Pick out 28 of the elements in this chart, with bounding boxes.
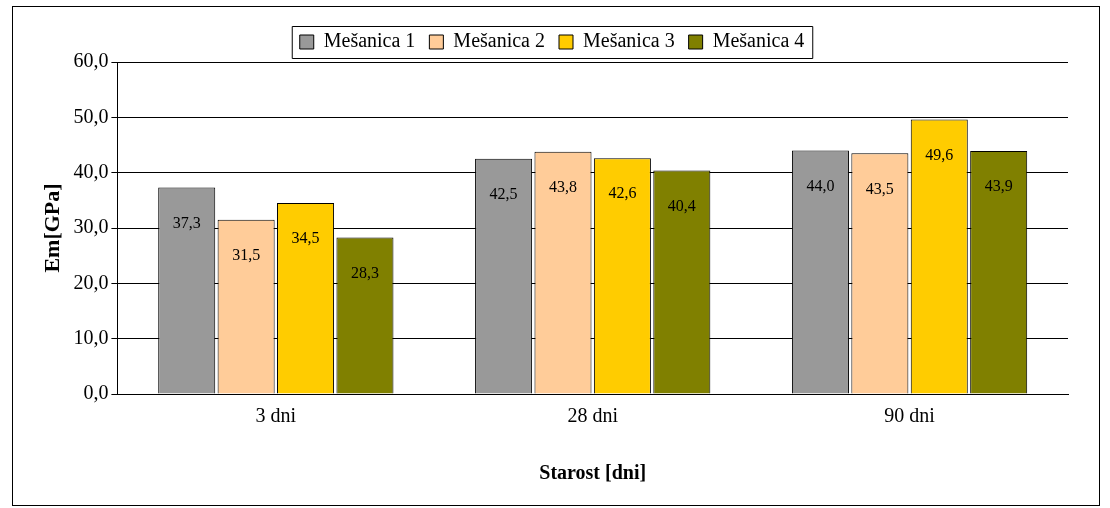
y-tick-label: 60,0 [73, 49, 109, 72]
y-tick-label: 50,0 [73, 104, 109, 127]
data-label: 44,0 [806, 176, 835, 194]
y-tick-label: 40,0 [73, 159, 109, 182]
data-label: 31,5 [232, 245, 261, 263]
y-tick-label: 0,0 [83, 381, 109, 404]
legend-label: Mešanica 1 [323, 29, 416, 52]
data-label: 42,6 [608, 184, 637, 202]
data-label: 49,6 [925, 145, 954, 163]
data-label: 42,5 [489, 185, 518, 203]
y-tick-label: 10,0 [73, 325, 109, 348]
data-label: 34,5 [291, 229, 320, 247]
data-label: 37,3 [172, 213, 201, 231]
x-tick-label: 3 dni [255, 404, 297, 427]
x-tick-label: 90 dni [884, 404, 936, 427]
y-axis-title: Em[GPa] [38, 183, 64, 273]
legend-label: Mešanica 4 [712, 29, 805, 52]
data-label: 43,8 [548, 177, 577, 195]
legend-label: Mešanica 2 [453, 29, 546, 52]
data-label: 43,9 [984, 177, 1013, 195]
legend-label: Mešanica 3 [583, 29, 675, 52]
data-label: 28,3 [350, 263, 379, 281]
x-tick-label: 28 dni [567, 404, 619, 427]
y-tick-label: 30,0 [73, 215, 109, 238]
data-label: 43,5 [865, 179, 894, 197]
y-tick-label: 20,0 [73, 270, 109, 293]
x-axis-title: Starost [dni] [539, 461, 647, 484]
data-label: 40,4 [667, 196, 696, 214]
